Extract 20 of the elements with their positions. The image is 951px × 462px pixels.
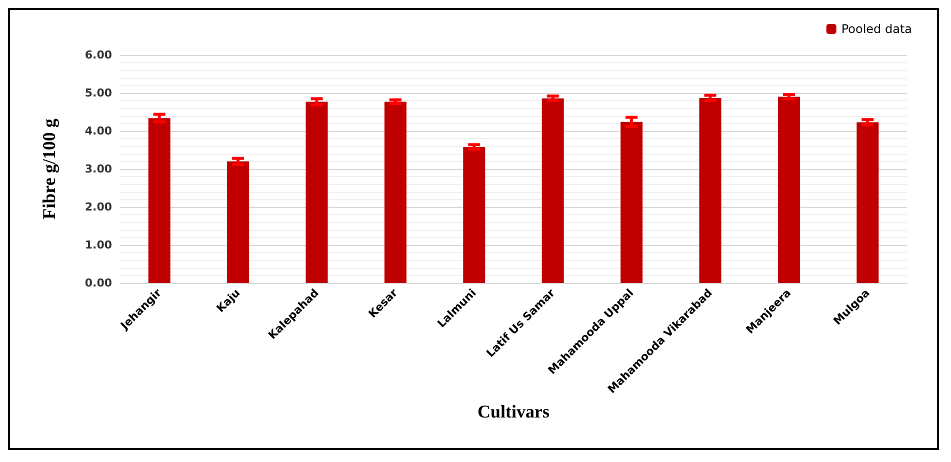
y-tick-label: 6.00 — [84, 48, 112, 62]
bar — [384, 102, 406, 283]
bar — [778, 96, 800, 283]
bar — [699, 98, 722, 283]
x-axis-title: Cultivars — [478, 401, 550, 422]
bar — [620, 122, 643, 283]
bar — [148, 118, 170, 283]
y-tick-label: 1.00 — [84, 238, 112, 252]
bar — [542, 98, 564, 283]
bar — [227, 161, 250, 283]
y-tick-label: 4.00 — [84, 124, 112, 138]
y-axis-title: Fibre g/100 g — [39, 118, 59, 220]
y-tick-label: 3.00 — [84, 162, 112, 176]
bar — [306, 102, 328, 283]
y-tick-label: 0.00 — [84, 276, 112, 290]
bar — [856, 122, 879, 283]
legend-label: Pooled data — [841, 22, 912, 36]
y-tick-label: 5.00 — [84, 86, 112, 100]
y-tick-label: 2.00 — [84, 200, 112, 214]
bar — [463, 146, 486, 283]
